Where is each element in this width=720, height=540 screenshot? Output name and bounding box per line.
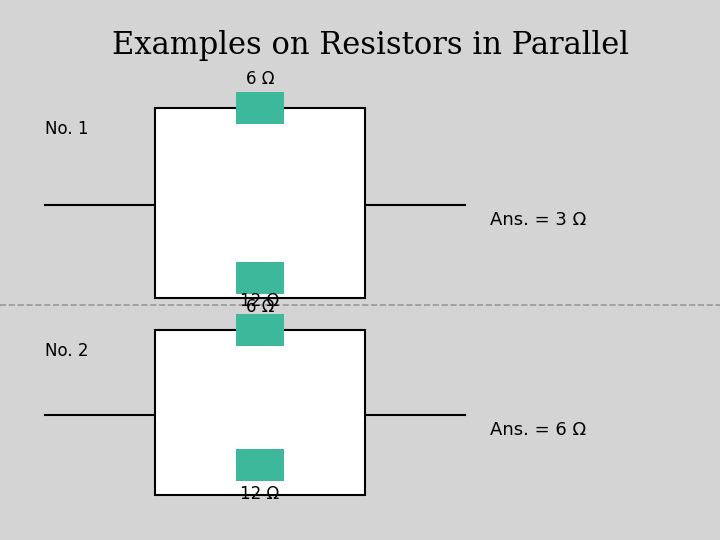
- Text: Ans. = 3 Ω: Ans. = 3 Ω: [490, 211, 586, 229]
- Text: 6 Ω: 6 Ω: [246, 70, 274, 88]
- Text: 6 Ω: 6 Ω: [246, 298, 274, 316]
- Bar: [155, 330, 365, 495]
- Text: 12 Ω: 12 Ω: [240, 485, 279, 503]
- Text: No. 2: No. 2: [45, 342, 89, 360]
- Text: 12 Ω: 12 Ω: [240, 292, 279, 310]
- Text: No. 1: No. 1: [45, 120, 89, 138]
- Text: Examples on Resistors in Parallel: Examples on Resistors in Parallel: [112, 30, 629, 61]
- Bar: [236, 262, 284, 294]
- Bar: [155, 108, 365, 298]
- Bar: [236, 314, 284, 346]
- Bar: [236, 92, 284, 124]
- Text: Ans. = 6 Ω: Ans. = 6 Ω: [490, 421, 586, 439]
- Bar: [236, 449, 284, 481]
